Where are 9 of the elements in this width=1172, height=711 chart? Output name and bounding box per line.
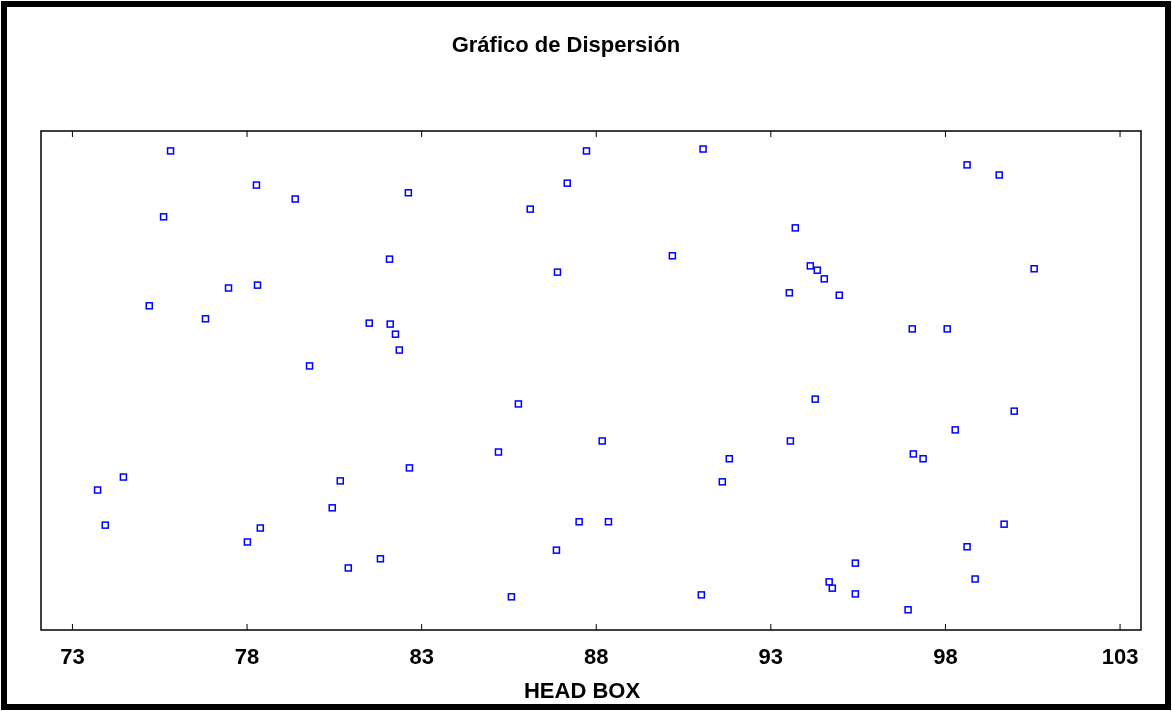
x-tick-label: 103 <box>1101 644 1139 669</box>
x-tick-label: 88 <box>584 644 609 669</box>
x-tick-label: 98 <box>933 644 958 669</box>
x-tick-label: 93 <box>758 644 784 669</box>
x-tick-label: 73 <box>60 644 85 669</box>
x-tick-label: 83 <box>409 644 434 669</box>
x-axis-title: HEAD BOX <box>523 678 641 703</box>
chart-title: Gráfico de Dispersión <box>451 32 681 57</box>
x-tick-label: 78 <box>234 644 260 669</box>
